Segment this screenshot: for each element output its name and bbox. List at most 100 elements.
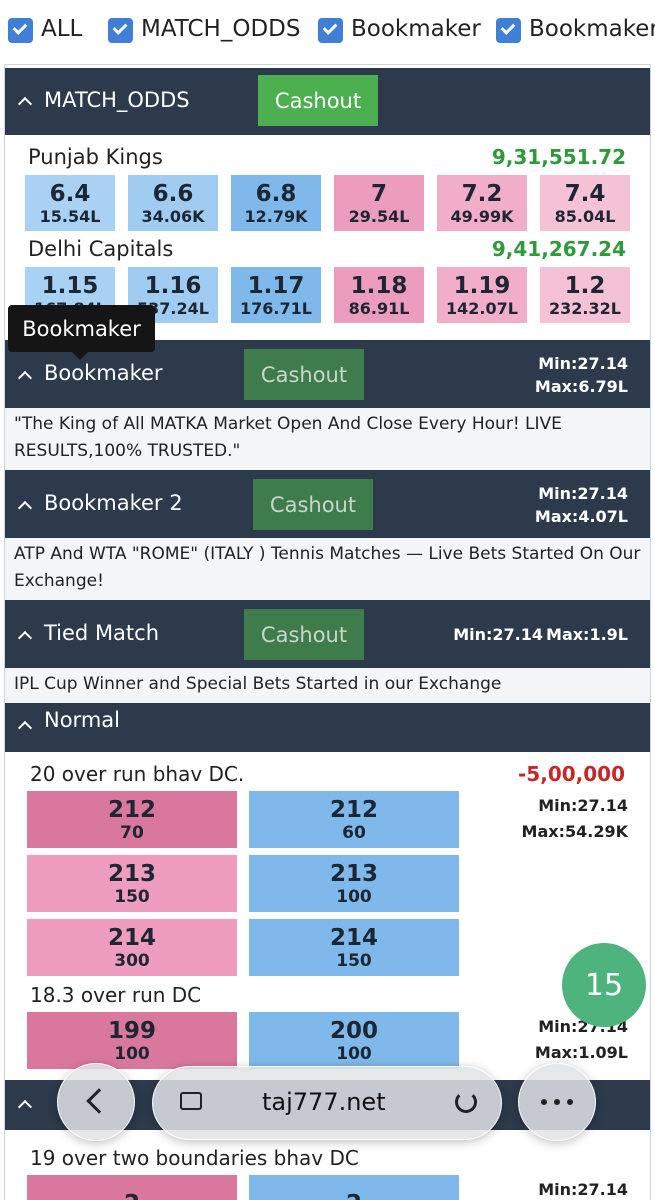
notification-badge[interactable]: 15 [562, 943, 646, 1027]
lay-price: 2 [124, 1191, 140, 1200]
lay-size: 150 [114, 886, 150, 907]
odds-price: 6.4 [49, 180, 91, 207]
odds-size: 12.79K [244, 206, 308, 226]
back-size: 100 [336, 1043, 372, 1064]
runner-name: Punjab Kings [28, 145, 163, 169]
back-price: 2 [346, 1191, 362, 1200]
filter-label[interactable]: Bookmaker [351, 16, 481, 42]
odds-box[interactable]: 1.2 232.32L [540, 267, 630, 323]
odds-size: 85.04L [554, 206, 616, 226]
odds-box[interactable]: 1.17 176.71L [231, 267, 321, 323]
checkbox[interactable] [496, 18, 521, 43]
odds-size: 86.91L [348, 298, 410, 318]
odds-size: 34.06K [141, 206, 205, 226]
lay-price: 212 [107, 796, 156, 823]
odds-price: 1.15 [41, 272, 99, 299]
section-header[interactable] [5, 703, 650, 752]
address-bar[interactable] [152, 1066, 502, 1140]
max-limit: Max:4.07L [534, 507, 628, 526]
max-limit: Max:54.29K [521, 822, 628, 841]
runner-pl: 9,41,267.24 [491, 237, 626, 261]
tooltip-arrow [72, 352, 88, 360]
section-title[interactable]: MATCH_ODDS [44, 88, 190, 112]
min-limit: Min:27.14 [538, 1180, 628, 1199]
tab-icon [180, 1092, 202, 1110]
section-title[interactable]: Normal [44, 708, 120, 732]
back-box[interactable]: 2 [249, 1175, 459, 1200]
cashout-button[interactable]: Cashout [244, 349, 364, 400]
odds-box[interactable]: 1.19 142.07L [437, 267, 527, 323]
checkbox[interactable] [318, 18, 343, 43]
odds-price: 7.2 [461, 180, 503, 207]
market-message: IPL Cup Winner and Special Bets Started … [5, 668, 650, 703]
filter-label[interactable]: MATCH_ODDS [141, 16, 301, 42]
min-limit: Min:27.14 [538, 484, 628, 503]
cashout-button[interactable]: Cashout [253, 479, 373, 530]
min-limit: Min:27.14 [538, 796, 628, 815]
lay-size: 300 [114, 950, 150, 971]
odds-size: 232.32L [549, 298, 621, 318]
lay-box[interactable]: 199 100 [27, 1012, 237, 1069]
cashout-button[interactable]: Cashout [258, 75, 378, 126]
lay-size: 70 [120, 822, 144, 843]
back-price: 200 [329, 1017, 378, 1044]
odds-size: 29.54L [348, 206, 410, 226]
back-size: 150 [336, 950, 372, 971]
back-box[interactable]: 212 60 [249, 791, 459, 848]
odds-box[interactable]: 7.2 49.99K [437, 175, 527, 231]
back-price: 212 [329, 796, 378, 823]
min-limit: Min:27.14 [538, 354, 628, 373]
section-title[interactable]: Tied Match [44, 621, 160, 645]
market-message: "The King of All MATKA Market Open And C… [5, 408, 650, 470]
max-limit: Max:1.09L [534, 1043, 628, 1062]
more-dot [541, 1099, 547, 1105]
runner-name: Delhi Capitals [28, 237, 174, 261]
odds-box[interactable]: 7 29.54L [334, 175, 424, 231]
tooltip: Bookmaker [8, 305, 155, 352]
odds-size: 142.07L [446, 298, 518, 318]
odds-price: 6.6 [152, 180, 194, 207]
fancy-name: 20 over run bhav DC. [30, 762, 245, 786]
odds-box[interactable]: 6.4 15.54L [25, 175, 115, 231]
max-limit: Max:6.79L [534, 377, 628, 396]
filter-label[interactable]: Bookmaker [529, 16, 655, 42]
back-size: 100 [336, 886, 372, 907]
odds-price: 1.2 [564, 272, 606, 299]
odds-box[interactable]: 6.8 12.79K [231, 175, 321, 231]
back-box[interactable]: 213 100 [249, 855, 459, 912]
odds-box[interactable]: 1.18 86.91L [334, 267, 424, 323]
url[interactable]: taj777.net [262, 1088, 386, 1116]
section-title[interactable]: Bookmaker 2 [44, 491, 183, 515]
reload-icon [455, 1091, 477, 1113]
back-box[interactable]: 200 100 [249, 1012, 459, 1069]
checkbox[interactable] [108, 18, 133, 43]
market-message: ATP And WTA "ROME" (ITALY ) Tennis Match… [5, 538, 650, 600]
max-limit: Max:1.9L [546, 625, 628, 644]
odds-box[interactable]: 6.6 34.06K [128, 175, 218, 231]
back-size: 60 [342, 822, 366, 843]
back-button[interactable] [57, 1063, 135, 1141]
odds-price: 1.19 [453, 272, 511, 299]
cashout-button[interactable]: Cashout [244, 609, 364, 660]
lay-size: 100 [114, 1043, 150, 1064]
more-dot [554, 1099, 560, 1105]
fancy-pl: -5,00,000 [518, 762, 625, 786]
odds-price: 1.18 [350, 272, 408, 299]
odds-size: 15.54L [39, 206, 101, 226]
back-price: 214 [329, 924, 378, 951]
section-title[interactable]: Bookmaker [44, 361, 163, 385]
fancy-name: 18.3 over run DC [30, 983, 202, 1007]
odds-box[interactable]: 7.4 85.04L [540, 175, 630, 231]
checkbox[interactable] [8, 18, 33, 43]
back-box[interactable]: 214 150 [249, 919, 459, 976]
lay-box[interactable]: 214 300 [27, 919, 237, 976]
filter-label[interactable]: ALL [41, 16, 83, 42]
lay-box[interactable]: 213 150 [27, 855, 237, 912]
runner-pl: 9,31,551.72 [491, 145, 626, 169]
odds-size: 537.24L [137, 298, 209, 318]
lay-box[interactable]: 2 [27, 1175, 237, 1200]
lay-box[interactable]: 212 70 [27, 791, 237, 848]
odds-price: 1.17 [247, 272, 305, 299]
more-dot [567, 1099, 573, 1105]
